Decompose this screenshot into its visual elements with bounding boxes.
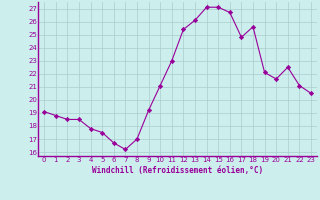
X-axis label: Windchill (Refroidissement éolien,°C): Windchill (Refroidissement éolien,°C) xyxy=(92,166,263,175)
